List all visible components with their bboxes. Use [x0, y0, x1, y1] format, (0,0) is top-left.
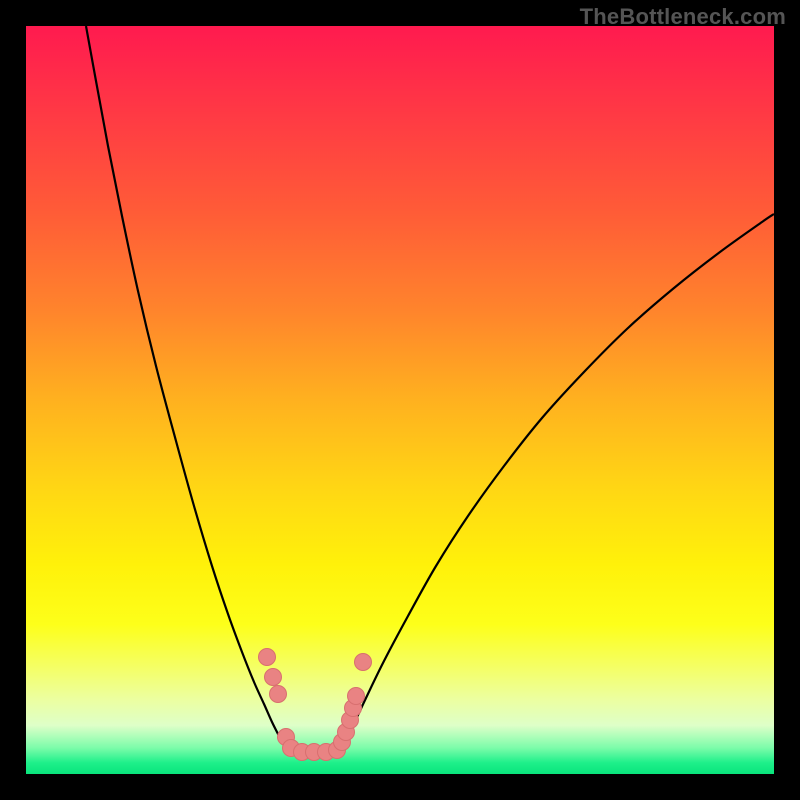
- marker-point: [259, 649, 276, 666]
- marker-point: [355, 654, 372, 671]
- marker-point: [348, 688, 365, 705]
- marker-point: [265, 669, 282, 686]
- marker-point: [270, 686, 287, 703]
- chart-background: [26, 26, 774, 774]
- bottleneck-chart: [0, 0, 800, 800]
